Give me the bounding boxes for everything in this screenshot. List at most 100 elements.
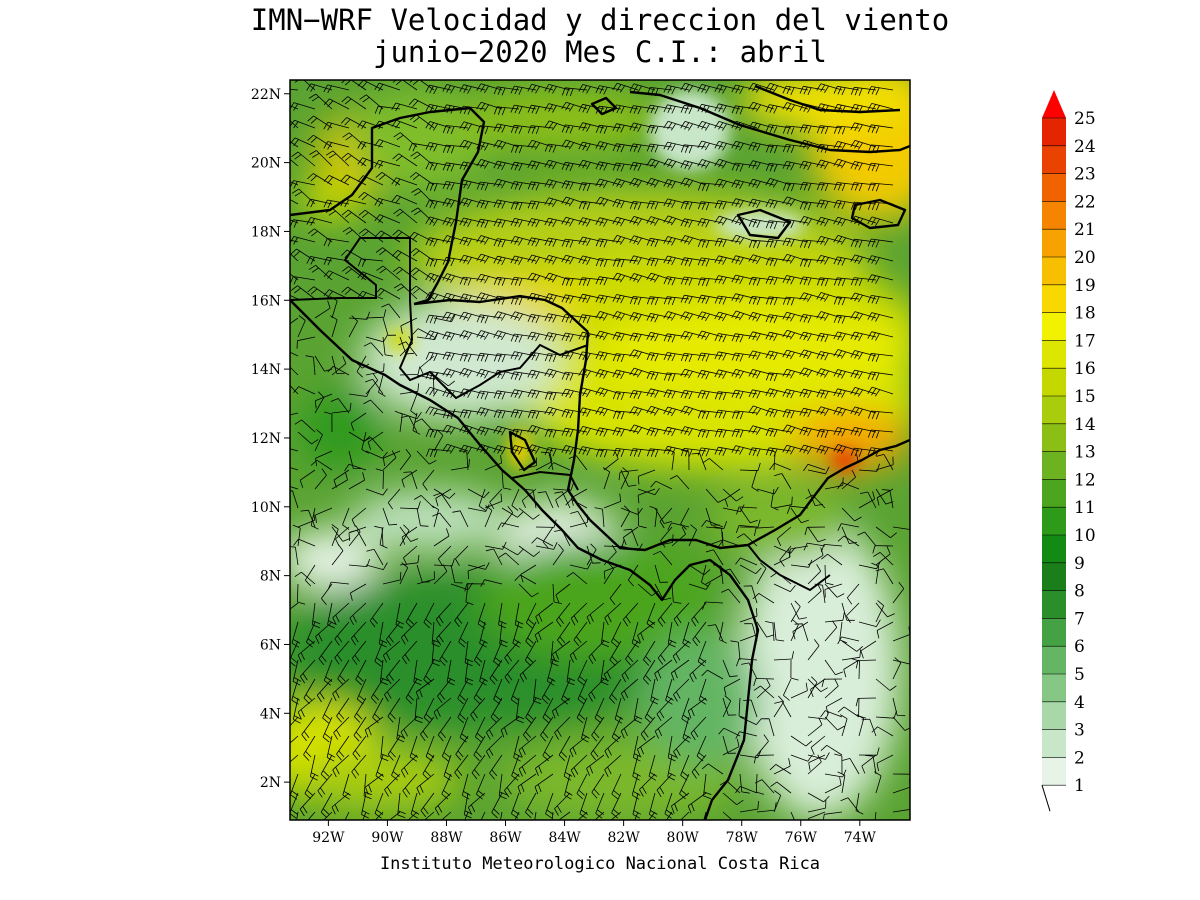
wind-barb (437, 716, 452, 742)
wind-barb (702, 601, 724, 610)
wind-barb (765, 331, 792, 342)
wind-barb (510, 277, 537, 286)
wind-barb (667, 735, 677, 762)
wind-barb (442, 331, 469, 341)
wind-barb (867, 371, 894, 381)
wind-barb (471, 754, 486, 780)
wind-barb (333, 716, 350, 740)
wind-barb (595, 258, 622, 268)
wind-barb (867, 429, 894, 439)
wind-barb (850, 311, 877, 321)
wind-barb (804, 526, 826, 536)
yucatan-coast (290, 106, 486, 306)
wind-barb (782, 237, 809, 247)
wind-barb (422, 754, 435, 780)
wind-barb (867, 182, 894, 192)
wind-barb (643, 640, 656, 666)
colorbar-segment (1042, 396, 1066, 424)
wind-barb (735, 731, 758, 739)
wind-barb (578, 236, 605, 246)
wind-barb (348, 472, 365, 490)
wind-barb (748, 142, 775, 152)
wind-barb (459, 105, 486, 115)
wind-barb (350, 412, 367, 431)
wind-barb (816, 333, 843, 343)
wind-barb (299, 792, 316, 817)
wind-barb (841, 526, 858, 544)
wind-barb (548, 462, 571, 471)
wind-barb (459, 276, 486, 286)
wind-barb (629, 122, 656, 132)
wind-barb (315, 450, 333, 467)
wind-barb (578, 407, 605, 417)
panama-colombia-coast (589, 438, 910, 552)
wind-barb (773, 695, 785, 718)
wind-barb (739, 564, 762, 575)
wind-barb (363, 399, 384, 414)
wind-barb (876, 621, 894, 639)
wind-barb (722, 695, 732, 718)
wind-barb (464, 811, 469, 820)
wind-barb (315, 621, 333, 644)
wind-barb (790, 507, 809, 524)
wind-barb (544, 313, 571, 323)
wind-barb (405, 678, 418, 704)
wind-barb (561, 139, 588, 150)
wind-barb (671, 583, 682, 604)
wind-barb (476, 83, 503, 94)
wind-barb (569, 561, 592, 570)
wind-barb (631, 773, 641, 800)
wind-barb (850, 406, 877, 417)
wind-barb (803, 542, 826, 551)
wind-barb (325, 207, 350, 224)
wind-barb (375, 247, 401, 262)
wind-barb (416, 450, 437, 465)
wind-barb (351, 754, 367, 779)
wind-barb (782, 409, 809, 419)
colorbar-label: 6 (1074, 637, 1085, 657)
wind-barb (525, 621, 537, 648)
wind-barb (697, 84, 724, 94)
wind-barb (761, 718, 775, 737)
wind-barb (722, 659, 738, 678)
wind-barb (765, 350, 792, 361)
wind-barb (731, 179, 758, 189)
lat-tick-label: 6N (260, 637, 281, 653)
wind-barb (588, 678, 605, 702)
wind-barb (620, 467, 630, 490)
wind-barb (459, 388, 486, 398)
wind-barb (654, 507, 672, 524)
wind-barb (510, 124, 537, 134)
wind-barb (654, 583, 672, 601)
wind-barb (629, 296, 656, 305)
colorbar-label: 21 (1074, 220, 1096, 240)
wind-barb (459, 84, 486, 94)
wind-barb (461, 773, 471, 800)
wind-barb (824, 769, 847, 778)
wind-barb (561, 101, 588, 112)
wind-barb (739, 716, 762, 725)
wind-barb (765, 314, 792, 324)
wind-barb (673, 678, 690, 702)
wind-barb (663, 406, 690, 417)
wind-barb (824, 564, 834, 586)
wind-barb (290, 219, 299, 224)
colorbar-label: 24 (1074, 137, 1096, 157)
wind-barb (510, 311, 537, 322)
wind-barb (357, 271, 384, 281)
wind-barb (442, 104, 469, 114)
wind-barb (722, 697, 737, 716)
wind-barb (527, 409, 554, 419)
wind-barb (323, 121, 350, 131)
wind-barb (824, 716, 845, 731)
wind-barb (527, 83, 554, 94)
wind-barb (703, 773, 712, 800)
wind-barb (578, 255, 605, 265)
wind-barb (293, 386, 316, 395)
wind-barb (765, 82, 792, 93)
wind-barb (331, 792, 350, 815)
wind-barb (850, 331, 877, 342)
wind-barb (790, 602, 807, 620)
wind-barb (841, 454, 859, 471)
wind-barb (640, 716, 656, 741)
